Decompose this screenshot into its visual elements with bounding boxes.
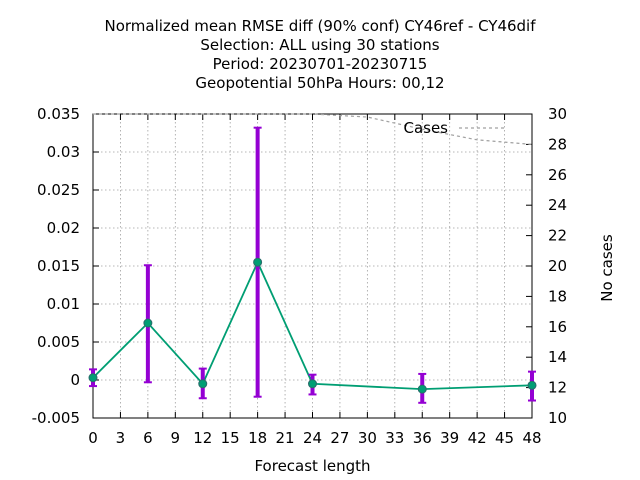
legend-label-cases: Cases <box>403 119 448 137</box>
y2-tick-label: 28 <box>548 135 567 153</box>
x-tick-label: 36 <box>413 429 432 447</box>
y2-tick-label: 18 <box>548 287 567 305</box>
title-line-3: Period: 20230701-20230715 <box>213 55 428 73</box>
grid <box>93 114 532 418</box>
data-point <box>198 379 208 389</box>
y-tick-label: 0 <box>70 371 80 389</box>
title-line-1: Normalized mean RMSE diff (90% conf) CY4… <box>104 17 536 35</box>
chart-title: Normalized mean RMSE diff (90% conf) CY4… <box>104 17 536 92</box>
y-tick-label: -0.005 <box>32 409 80 427</box>
y2-axis-label: No cases <box>598 234 616 302</box>
data-point <box>143 318 153 328</box>
x-tick-label: 21 <box>276 429 295 447</box>
data-point <box>308 379 317 389</box>
x-tick-label: 15 <box>221 429 240 447</box>
x-tick-label: 48 <box>522 429 541 447</box>
x-tick-label: 18 <box>248 429 267 447</box>
cases-series <box>93 113 533 145</box>
y-tick-label: 0.035 <box>37 105 80 123</box>
x-tick-label: 39 <box>440 429 459 447</box>
x-axis-label: Forecast length <box>254 457 370 475</box>
x-tick-label: 3 <box>116 429 126 447</box>
y2-tick-label: 24 <box>548 196 567 214</box>
y2-tick-label: 16 <box>548 318 567 336</box>
cases-line <box>93 113 533 145</box>
x-tick-label: 0 <box>88 429 98 447</box>
y2-tick-label: 10 <box>548 409 567 427</box>
y2-tick-label: 22 <box>548 227 567 245</box>
axis-ticks: 0 3 6 9 12 15 18 21 24 27 30 33 36 39 42 45 48-0.00500.0… <box>32 105 567 447</box>
x-tick-label: 9 <box>171 429 181 447</box>
y-tick-label: 0.005 <box>37 333 80 351</box>
title-line-2: Selection: ALL using 30 stations <box>200 36 439 54</box>
x-tick-label: 27 <box>330 429 349 447</box>
data-point <box>527 380 537 390</box>
y2-tick-label: 20 <box>548 257 567 275</box>
data-point <box>88 373 98 383</box>
x-tick-label: 6 <box>143 429 153 447</box>
legend: Cases <box>403 119 505 137</box>
x-tick-label: 30 <box>358 429 377 447</box>
y-tick-label: 0.01 <box>47 295 80 313</box>
y2-tick-label: 26 <box>548 166 567 184</box>
y-tick-label: 0.025 <box>37 181 80 199</box>
y-tick-label: 0.015 <box>37 257 80 275</box>
x-tick-label: 45 <box>495 429 514 447</box>
x-tick-label: 42 <box>468 429 487 447</box>
x-tick-label: 33 <box>385 429 404 447</box>
y-tick-label: 0.02 <box>47 219 80 237</box>
x-tick-label: 24 <box>303 429 322 447</box>
data-point <box>253 257 263 267</box>
data-point <box>417 384 427 394</box>
rmse-diff-series <box>88 126 537 404</box>
y2-tick-label: 14 <box>548 348 567 366</box>
y-tick-label: 0.03 <box>47 143 80 161</box>
title-line-4: Geopotential 50hPa Hours: 00,12 <box>195 74 444 92</box>
y2-tick-label: 12 <box>548 379 567 397</box>
y2-tick-label: 30 <box>548 105 567 123</box>
x-tick-label: 12 <box>193 429 212 447</box>
